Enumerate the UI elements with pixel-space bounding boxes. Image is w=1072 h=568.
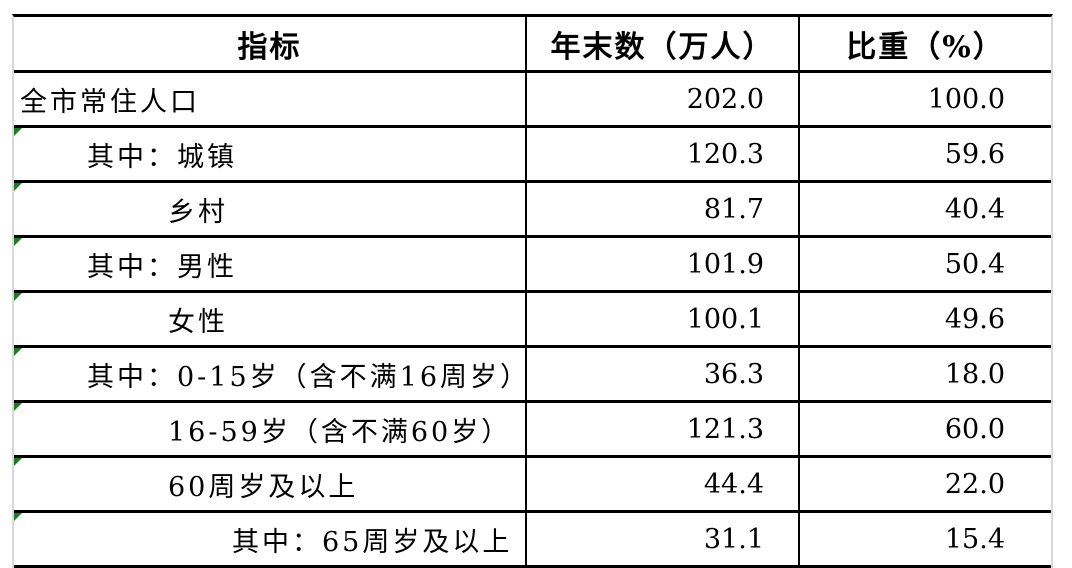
indicator-cell[interactable]: 乡村 (14, 183, 527, 235)
share-cell[interactable]: 22.0 (800, 458, 1051, 510)
share-value: 40.4 (944, 193, 1005, 225)
header-cell-indicator[interactable]: 指标 (14, 17, 527, 70)
share-value: 49.6 (944, 303, 1005, 335)
table-row: 其中：男性 101.9 50.4 (14, 238, 1051, 293)
share-value: 59.6 (944, 138, 1005, 170)
population-statistics-table: 指标 年末数（万人） 比重（%） 全市常住人口 202.0 100.0 其中：城… (12, 14, 1053, 568)
table-row: 其中：0-15岁（含不满16周岁） 36.3 18.0 (14, 348, 1051, 403)
yearend-value: 31.1 (703, 523, 764, 555)
indicator-label: 其中：65周岁及以上 (232, 526, 513, 558)
table-row: 其中：城镇 120.3 59.6 (14, 128, 1051, 183)
yearend-value: 202.0 (686, 83, 764, 115)
error-indicator-icon (14, 513, 22, 521)
error-indicator-icon (14, 238, 22, 246)
table-row: 16-59岁（含不满60岁） 121.3 60.0 (14, 403, 1051, 458)
share-cell[interactable]: 100.0 (800, 73, 1051, 125)
yearend-cell[interactable]: 81.7 (527, 183, 800, 235)
header-cell-share[interactable]: 比重（%） (800, 17, 1051, 70)
error-indicator-icon (14, 458, 22, 466)
table-row: 乡村 81.7 40.4 (14, 183, 1051, 238)
indicator-cell[interactable]: 其中：0-15岁（含不满16周岁） (14, 348, 527, 400)
error-indicator-icon (14, 348, 22, 356)
share-cell[interactable]: 18.0 (800, 348, 1051, 400)
yearend-value: 120.3 (686, 138, 764, 170)
yearend-value: 36.3 (703, 358, 764, 390)
header-label-share: 比重（%） (846, 29, 1005, 65)
indicator-cell[interactable]: 16-59岁（含不满60岁） (14, 403, 527, 455)
table-row: 女性 100.1 49.6 (14, 293, 1051, 348)
table-header-row: 指标 年末数（万人） 比重（%） (14, 17, 1051, 73)
yearend-value: 101.9 (686, 248, 764, 280)
indicator-cell[interactable]: 其中：男性 (14, 238, 527, 290)
indicator-cell[interactable]: 其中：城镇 (14, 128, 527, 180)
error-indicator-icon (14, 403, 22, 411)
yearend-cell[interactable]: 31.1 (527, 513, 800, 565)
indicator-label: 60周岁及以上 (168, 471, 359, 503)
indicator-label: 16-59岁（含不满60岁） (168, 416, 512, 448)
table-row: 其中：65周岁及以上 31.1 15.4 (14, 513, 1051, 568)
indicator-label: 女性 (168, 306, 228, 338)
table-row: 全市常住人口 202.0 100.0 (14, 73, 1051, 128)
indicator-label: 其中：0-15岁（含不满16周岁） (87, 361, 527, 393)
header-label-indicator: 指标 (237, 29, 302, 65)
yearend-cell[interactable]: 100.1 (527, 293, 800, 345)
indicator-label: 乡村 (168, 196, 228, 228)
yearend-value: 100.1 (686, 303, 764, 335)
header-cell-yearend[interactable]: 年末数（万人） (527, 17, 800, 70)
yearend-cell[interactable]: 202.0 (527, 73, 800, 125)
share-value: 100.0 (927, 83, 1005, 115)
yearend-cell[interactable]: 44.4 (527, 458, 800, 510)
share-value: 22.0 (944, 468, 1005, 500)
share-value: 50.4 (944, 248, 1005, 280)
indicator-cell[interactable]: 其中：65周岁及以上 (14, 513, 527, 565)
share-cell[interactable]: 60.0 (800, 403, 1051, 455)
error-indicator-icon (14, 128, 22, 136)
table-row: 60周岁及以上 44.4 22.0 (14, 458, 1051, 513)
share-cell[interactable]: 59.6 (800, 128, 1051, 180)
share-cell[interactable]: 40.4 (800, 183, 1051, 235)
share-cell[interactable]: 50.4 (800, 238, 1051, 290)
yearend-cell[interactable]: 121.3 (527, 403, 800, 455)
share-cell[interactable]: 15.4 (800, 513, 1051, 565)
yearend-cell[interactable]: 101.9 (527, 238, 800, 290)
indicator-label: 其中：男性 (87, 251, 237, 283)
header-label-yearend: 年末数（万人） (550, 29, 775, 65)
indicator-cell[interactable]: 全市常住人口 (14, 73, 527, 125)
share-value: 18.0 (944, 358, 1005, 390)
share-value: 60.0 (944, 413, 1005, 445)
share-value: 15.4 (944, 523, 1005, 555)
yearend-cell[interactable]: 120.3 (527, 128, 800, 180)
yearend-value: 44.4 (703, 468, 764, 500)
indicator-label: 其中：城镇 (87, 141, 237, 173)
error-indicator-icon (14, 293, 22, 301)
indicator-cell[interactable]: 女性 (14, 293, 527, 345)
share-cell[interactable]: 49.6 (800, 293, 1051, 345)
yearend-cell[interactable]: 36.3 (527, 348, 800, 400)
yearend-value: 121.3 (686, 413, 764, 445)
table-body: 全市常住人口 202.0 100.0 其中：城镇 120.3 59.6 乡村 (14, 73, 1051, 568)
indicator-cell[interactable]: 60周岁及以上 (14, 458, 527, 510)
indicator-label: 全市常住人口 (20, 86, 200, 118)
error-indicator-icon (14, 183, 22, 191)
yearend-value: 81.7 (703, 193, 764, 225)
